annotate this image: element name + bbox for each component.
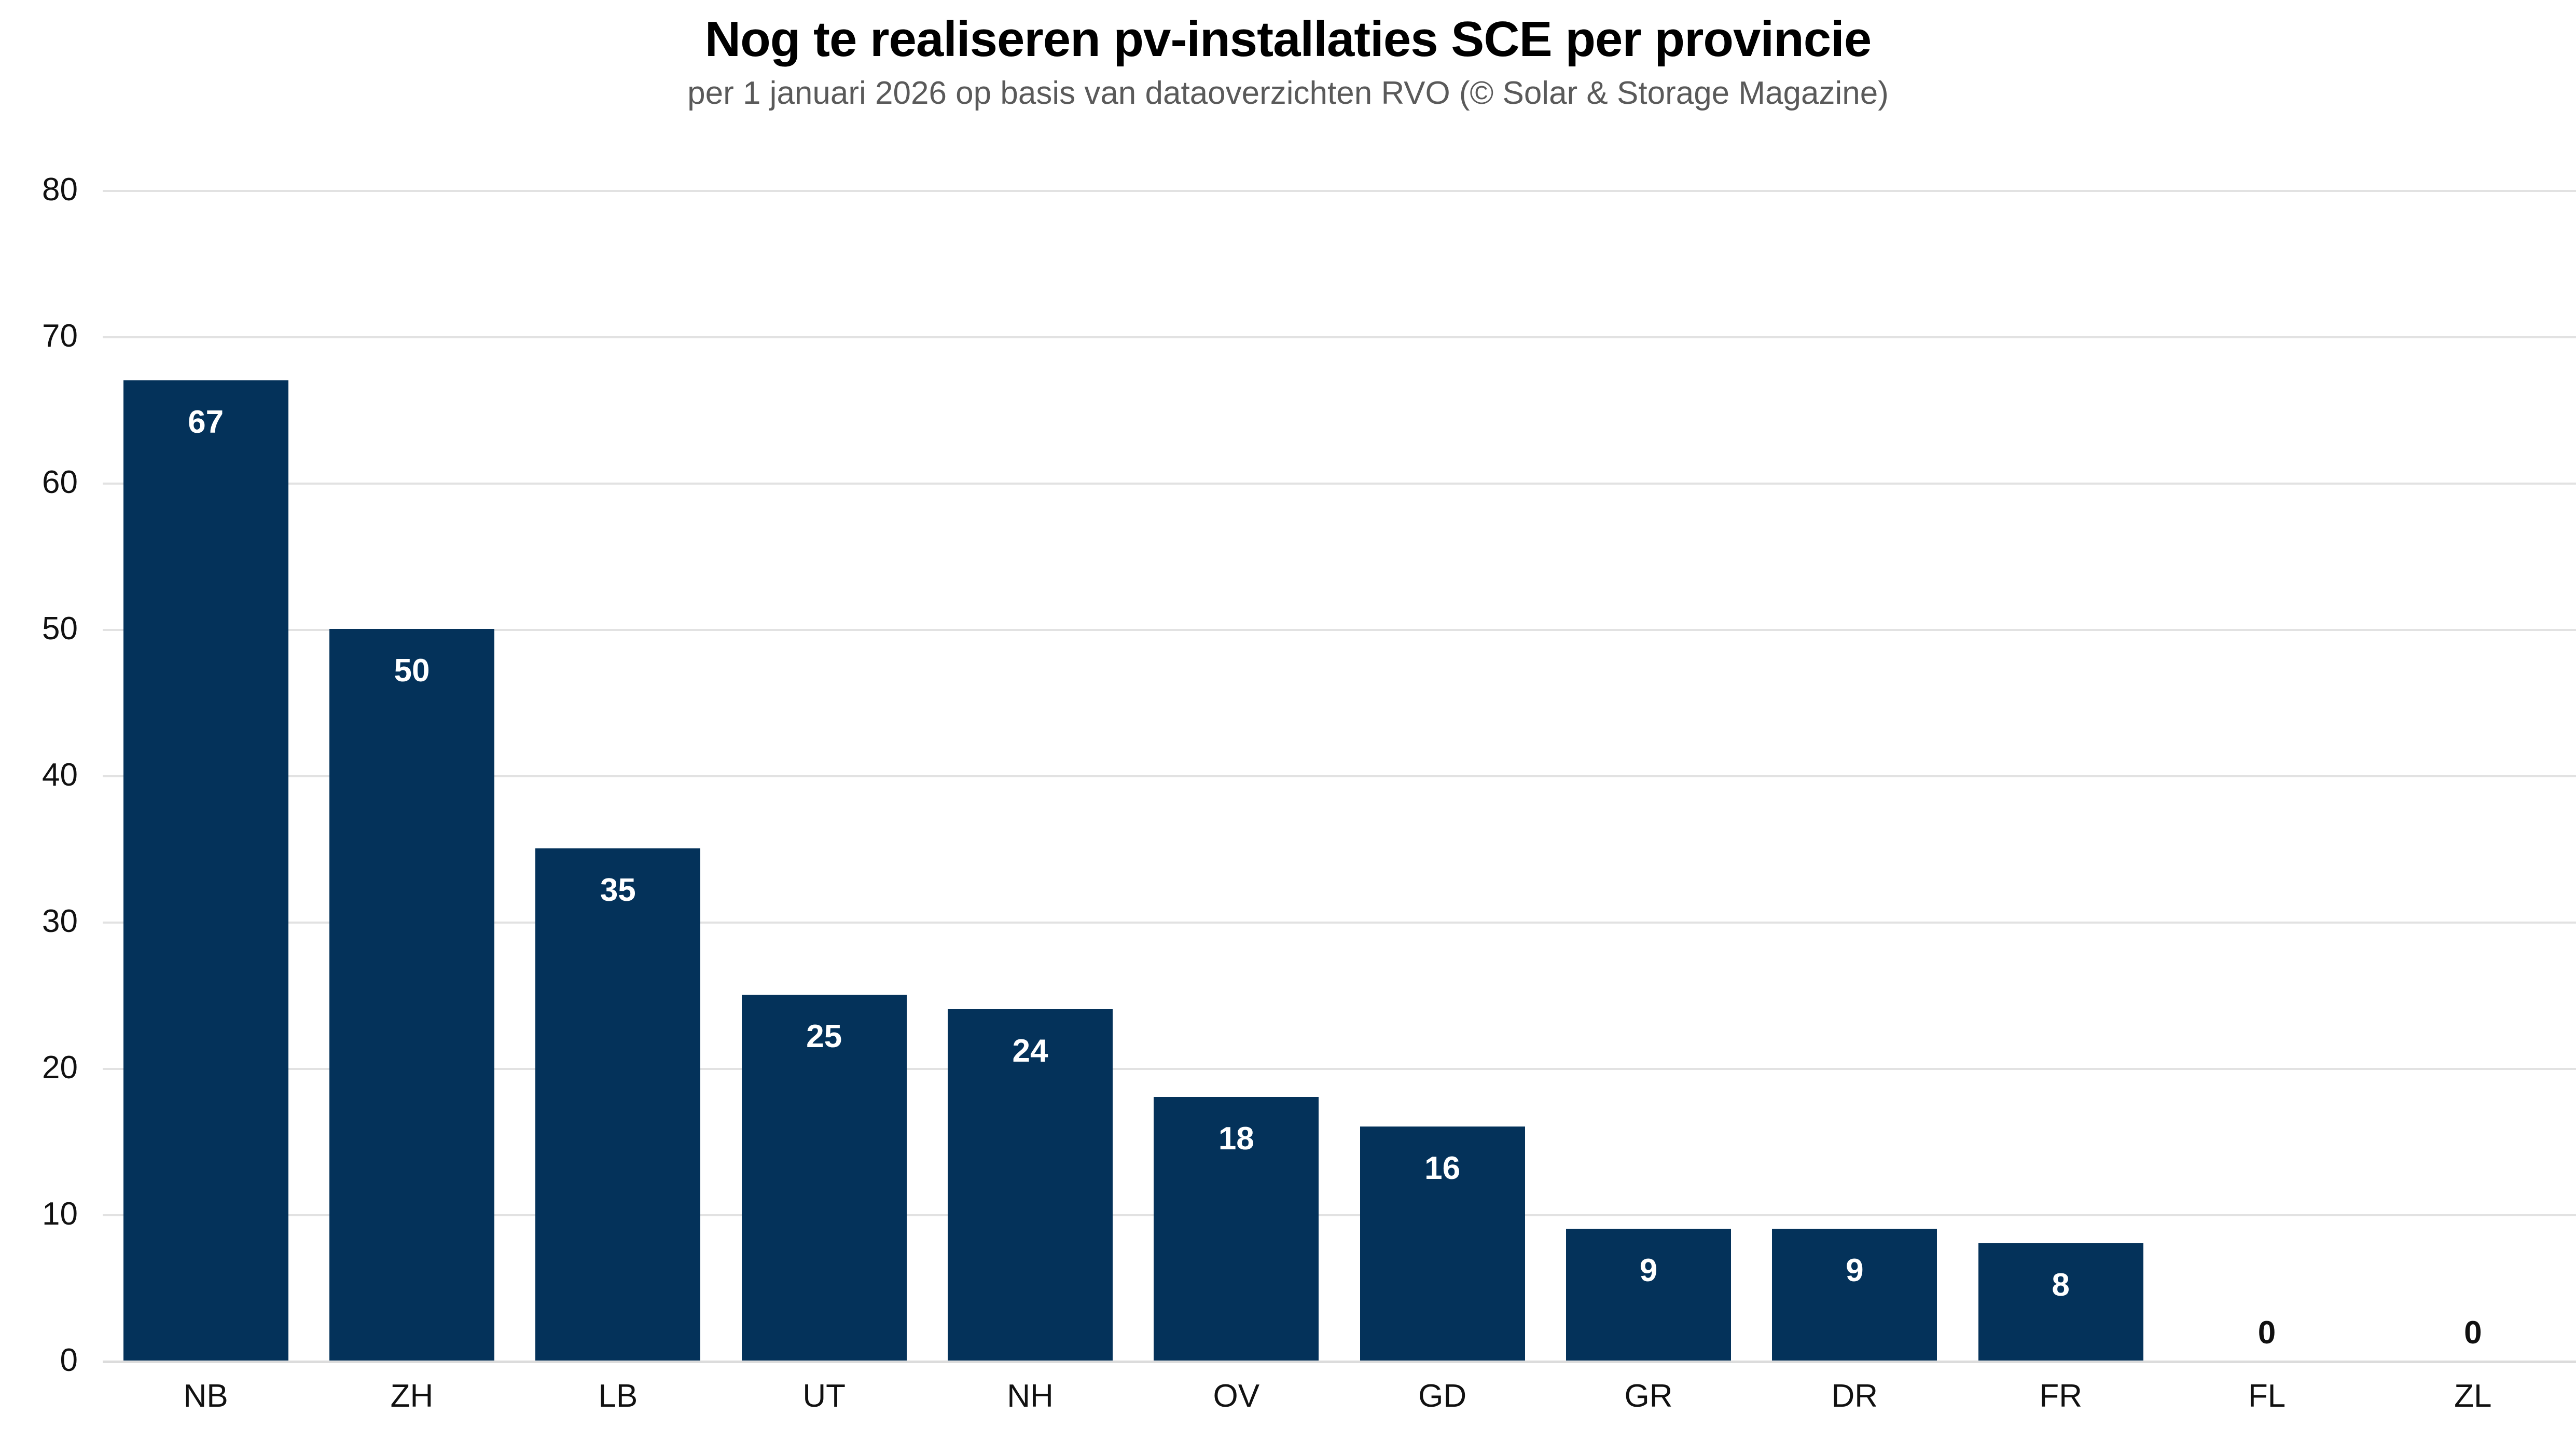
y-tick-label: 0 (60, 1342, 78, 1378)
axis-baseline (103, 1361, 2576, 1363)
bar-value-label: 0 (2258, 1315, 2276, 1351)
x-tick-label: UT (802, 1378, 846, 1414)
y-tick-label: 70 (42, 318, 78, 354)
bar[interactable] (535, 848, 701, 1361)
y-tick-label: 30 (42, 903, 78, 939)
y-tick-label: 40 (42, 757, 78, 793)
x-tick-label: DR (1831, 1378, 1878, 1414)
bar-value-label: 50 (394, 653, 430, 689)
x-tick-label: NH (1007, 1378, 1054, 1414)
y-tick-label: 80 (42, 172, 78, 208)
x-tick-label: FR (2039, 1378, 2082, 1414)
page-title: Nog te realiseren pv-installaties SCE pe… (704, 11, 1872, 67)
x-tick-label: FL (2248, 1378, 2286, 1414)
gridline (103, 775, 2576, 777)
y-tick-label: 20 (42, 1050, 78, 1086)
y-tick-label: 60 (42, 464, 78, 500)
bar-value-label: 8 (2052, 1267, 2070, 1303)
gridlines (103, 190, 2576, 1363)
bar-group[interactable]: 24 (927, 190, 1133, 1361)
x-tick-label: LB (598, 1378, 638, 1414)
x-tick-label: GD (1418, 1378, 1467, 1414)
bar[interactable] (1772, 1229, 1937, 1361)
bar-group[interactable]: 9 (1752, 190, 1958, 1361)
y-tick-label: 50 (42, 611, 78, 647)
bar-value-label: 25 (806, 1019, 842, 1054)
x-tick-label: GR (1624, 1378, 1673, 1414)
bar-group[interactable]: 9 (1545, 190, 1751, 1361)
bars-series: 67 50 35 25 24 18 16 9 9 8 0 0 (103, 190, 2576, 1361)
bar-value-label: 35 (600, 872, 636, 908)
chart-header: Nog te realiseren pv-installaties SCE pe… (0, 0, 2576, 112)
x-tick-label: OV (1213, 1378, 1260, 1414)
gridline (103, 1214, 2576, 1216)
x-tick-label: NB (183, 1378, 228, 1414)
bar[interactable] (1360, 1126, 1525, 1361)
bar-value-label: 9 (1846, 1253, 1864, 1289)
bar-group[interactable]: 0 (2370, 190, 2576, 1361)
gridline (103, 629, 2576, 631)
bar-group[interactable]: 8 (1958, 190, 2164, 1361)
bar-group[interactable]: 35 (515, 190, 721, 1361)
gridline (103, 1068, 2576, 1070)
y-tick-label: 10 (42, 1196, 78, 1232)
bar-value-label: 9 (1639, 1253, 1658, 1289)
gridline (103, 190, 2576, 192)
bar[interactable] (123, 380, 288, 1361)
bar-value-label: 18 (1218, 1121, 1254, 1157)
bar-group[interactable]: 16 (1339, 190, 1545, 1361)
bar[interactable] (1154, 1097, 1319, 1361)
bar[interactable] (1566, 1229, 1731, 1361)
bar-group[interactable]: 67 (103, 190, 309, 1361)
x-axis: NB ZH LB UT NH OV GD GR DR FR FL ZL (103, 1380, 2576, 1448)
x-tick-label: ZL (2454, 1378, 2492, 1414)
bar[interactable] (741, 995, 907, 1361)
bar-value-label: 0 (2464, 1315, 2482, 1351)
gridline (103, 336, 2576, 338)
bar[interactable] (329, 629, 494, 1361)
bar-group[interactable]: 0 (2164, 190, 2370, 1361)
bar-value-label: 24 (1012, 1033, 1048, 1069)
chart-subtitle: per 1 januari 2026 op basis van dataover… (687, 75, 1889, 111)
bar-value-label: 16 (1424, 1150, 1461, 1186)
bar-group[interactable]: 18 (1133, 190, 1339, 1361)
bar-group[interactable]: 50 (309, 190, 515, 1361)
bar-value-label: 67 (188, 404, 224, 440)
gridline (103, 483, 2576, 485)
bar[interactable] (1978, 1243, 2143, 1361)
bar[interactable] (948, 1009, 1113, 1361)
bar-group[interactable]: 25 (721, 190, 927, 1361)
gridline (103, 922, 2576, 924)
x-tick-label: ZH (390, 1378, 434, 1414)
